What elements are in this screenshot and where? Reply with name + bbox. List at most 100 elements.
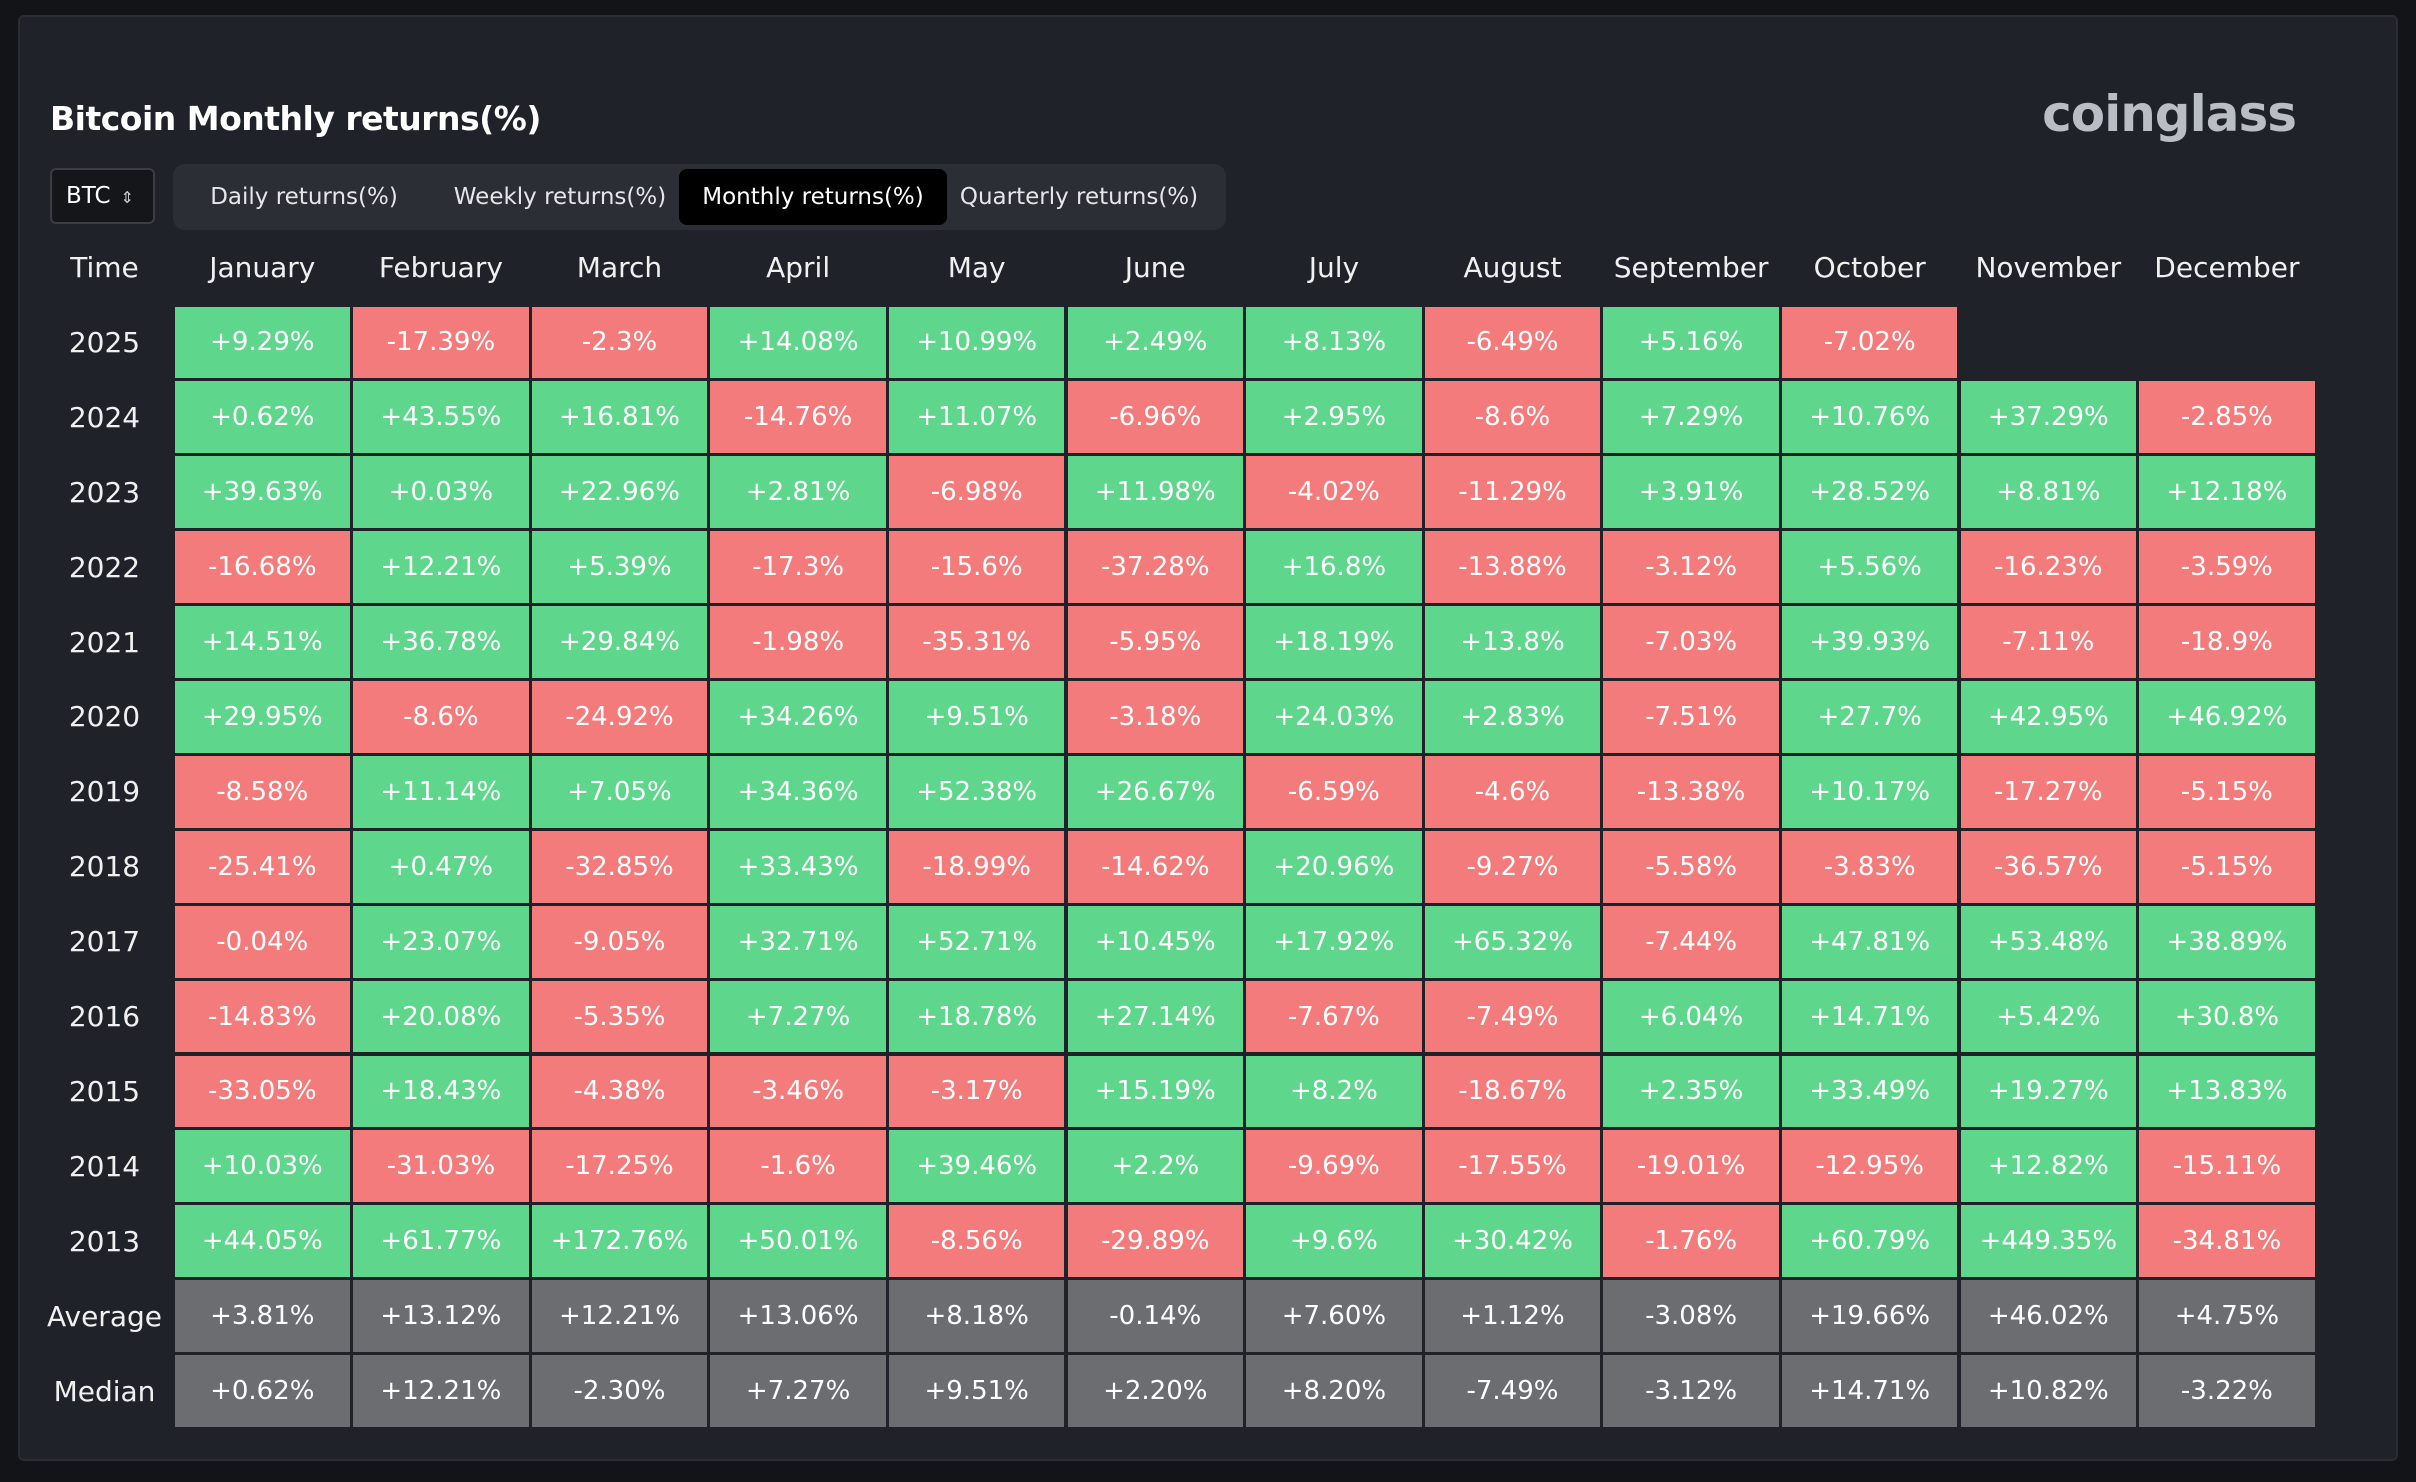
return-cell: +11.14%	[353, 755, 529, 828]
return-cell: +37.29%	[1960, 381, 2137, 454]
return-cell: +65.32%	[1424, 905, 1601, 978]
return-cell: +11.98%	[1067, 456, 1244, 529]
return-cell: +22.96%	[531, 456, 708, 529]
return-cell: +27.7%	[1781, 681, 1958, 753]
return-cell: -1.76%	[1603, 1205, 1779, 1278]
return-cell: +16.8%	[1246, 531, 1422, 604]
summary-cell: +9.51%	[888, 1355, 1065, 1427]
return-cell: -3.83%	[1781, 830, 1958, 903]
return-cell: +8.13%	[1246, 306, 1422, 379]
return-cell: -15.11%	[2139, 1130, 2315, 1203]
summary-cell: +13.06%	[710, 1280, 886, 1353]
return-cell: +33.49%	[1781, 1055, 1958, 1128]
column-header: March	[576, 251, 663, 284]
return-cell: -15.6%	[888, 531, 1065, 604]
return-cell: +18.19%	[1246, 606, 1422, 678]
return-cell: -6.49%	[1424, 306, 1601, 379]
return-cell: +449.35%	[1960, 1205, 2137, 1278]
row-label: 2017	[68, 925, 141, 959]
return-cell: -5.58%	[1603, 830, 1779, 903]
return-cell: +9.29%	[174, 306, 351, 379]
return-cell: -25.41%	[174, 830, 351, 903]
return-cell: -7.02%	[1781, 306, 1958, 379]
return-cell: -18.67%	[1424, 1055, 1601, 1128]
return-cell: +53.48%	[1960, 905, 2137, 978]
column-header: February	[378, 251, 503, 284]
return-cell: -8.6%	[353, 681, 529, 753]
tab[interactable]: Monthly returns(%)	[679, 169, 947, 225]
return-cell: -7.67%	[1246, 980, 1422, 1053]
row-label: 2019	[68, 775, 141, 809]
return-cell: +12.82%	[1960, 1130, 2137, 1203]
row-label: 2024	[68, 400, 141, 434]
row-label: 2023	[68, 475, 141, 509]
return-cell: +18.43%	[353, 1055, 529, 1128]
return-cell: -9.69%	[1246, 1130, 1422, 1203]
return-cell: +14.08%	[710, 306, 886, 379]
return-cell: +10.99%	[888, 306, 1065, 379]
return-cell: -9.27%	[1424, 830, 1601, 903]
return-cell: +50.01%	[710, 1205, 886, 1278]
return-cell: +6.04%	[1603, 980, 1779, 1053]
summary-cell: +8.20%	[1246, 1355, 1422, 1427]
return-cell: +15.19%	[1067, 1055, 1244, 1128]
column-header: June	[1124, 251, 1186, 284]
return-cell: +172.76%	[531, 1205, 708, 1278]
return-cell: +13.8%	[1424, 606, 1601, 678]
return-cell: +34.36%	[710, 755, 886, 828]
row-label: 2013	[68, 1224, 141, 1258]
column-header: August	[1463, 251, 1562, 284]
tab[interactable]: Weekly returns(%)	[453, 184, 667, 210]
return-cell: +0.47%	[353, 830, 529, 903]
return-cell: -1.98%	[710, 606, 886, 678]
return-cell: +0.03%	[353, 456, 529, 529]
return-cell: -3.17%	[888, 1055, 1065, 1128]
return-cell: +5.42%	[1960, 980, 2137, 1053]
return-cell: +2.49%	[1067, 306, 1244, 379]
summary-cell: -0.14%	[1067, 1280, 1244, 1353]
return-cell: -17.25%	[531, 1130, 708, 1203]
return-cell: +7.29%	[1603, 381, 1779, 454]
summary-cell: -2.30%	[531, 1355, 708, 1427]
tab[interactable]: Quarterly returns(%)	[959, 184, 1199, 210]
return-cell: +39.93%	[1781, 606, 1958, 678]
coin-selector[interactable]: BTC ⇕	[50, 168, 155, 224]
return-cell: +36.78%	[353, 606, 529, 678]
tab[interactable]: Daily returns(%)	[210, 184, 398, 210]
return-cell: +9.6%	[1246, 1205, 1422, 1278]
return-cell: +5.39%	[531, 531, 708, 604]
return-cell: +18.78%	[888, 980, 1065, 1053]
return-cell: -17.3%	[710, 531, 886, 604]
return-cell: -1.6%	[710, 1130, 886, 1203]
return-cell: -31.03%	[353, 1130, 529, 1203]
return-cell: -3.59%	[2139, 531, 2315, 604]
return-cell: +52.38%	[888, 755, 1065, 828]
return-cell: -19.01%	[1603, 1130, 1779, 1203]
return-cell: -33.05%	[174, 1055, 351, 1128]
return-cell: +19.27%	[1960, 1055, 2137, 1128]
return-cell: +2.83%	[1424, 681, 1601, 753]
return-cell: -16.68%	[174, 531, 351, 604]
return-cell: +10.17%	[1781, 755, 1958, 828]
return-cell: +24.03%	[1246, 681, 1422, 753]
return-cell: -14.62%	[1067, 830, 1244, 903]
return-cell: -5.35%	[531, 980, 708, 1053]
return-cell: -6.98%	[888, 456, 1065, 529]
return-cell: +12.21%	[353, 531, 529, 604]
return-cell: -7.03%	[1603, 606, 1779, 678]
return-cell: +2.81%	[710, 456, 886, 529]
return-cell: -17.55%	[1424, 1130, 1601, 1203]
return-cell: +44.05%	[174, 1205, 351, 1278]
return-cell: +27.14%	[1067, 980, 1244, 1053]
return-cell: +39.63%	[174, 456, 351, 529]
return-cell: +10.76%	[1781, 381, 1958, 454]
summary-cell: +8.18%	[888, 1280, 1065, 1353]
return-cell: +14.71%	[1781, 980, 1958, 1053]
return-cell: +0.62%	[174, 381, 351, 454]
row-label: 2018	[68, 850, 141, 884]
return-cell: +29.84%	[531, 606, 708, 678]
return-cell: -0.04%	[174, 905, 351, 978]
return-cell: +9.51%	[888, 681, 1065, 753]
summary-cell: +4.75%	[2139, 1280, 2315, 1353]
